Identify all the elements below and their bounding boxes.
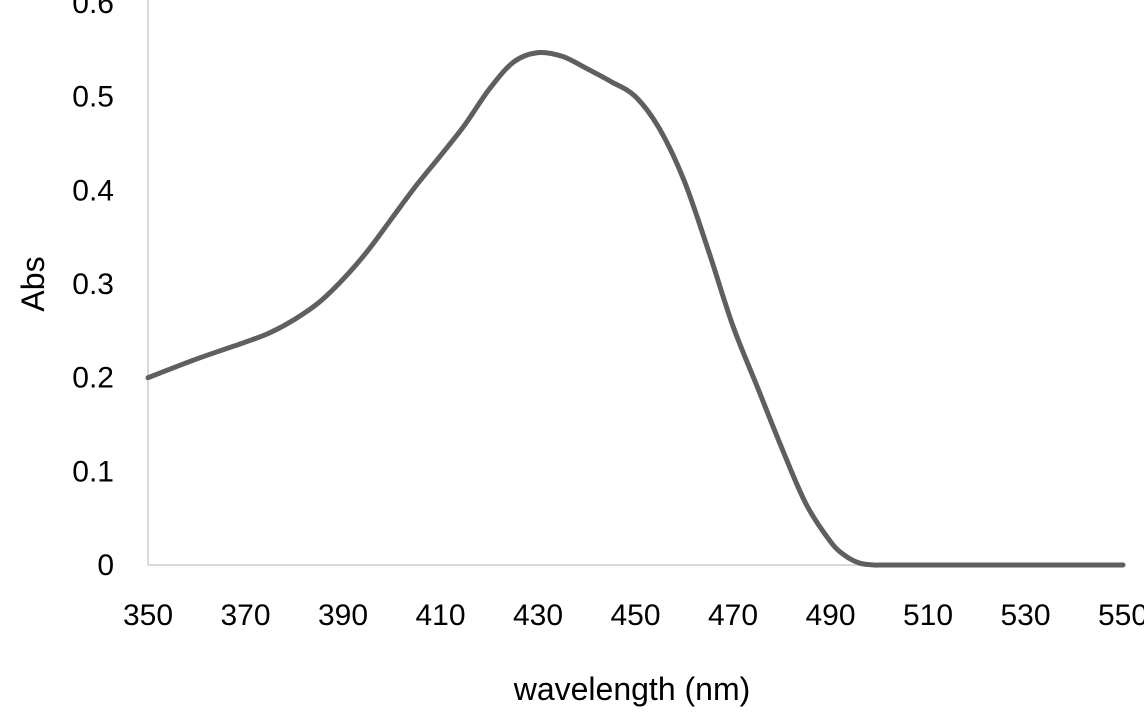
x-tick-label: 430: [513, 599, 563, 632]
x-tick-label: 390: [318, 599, 368, 632]
x-tick-label: 510: [903, 599, 953, 632]
x-tick-label: 470: [708, 599, 758, 632]
x-tick-label: 530: [1000, 599, 1050, 632]
y-tick-label: 0.6: [72, 0, 114, 20]
series-layer: [145, 49, 1126, 568]
x-tick-labels: 350 370 390 410 430 450 470 490 510 530 550: [123, 599, 1144, 632]
x-tick-label: 350: [123, 599, 173, 632]
y-tick-labels: 0 0.1 0.2 0.3 0.4 0.5 0.6: [72, 0, 114, 582]
x-tick-label: 450: [610, 599, 660, 632]
y-tick-label: 0.1: [72, 455, 114, 488]
y-tick-label: 0.4: [72, 174, 114, 207]
y-axis-title: Abs: [15, 256, 51, 311]
y-tick-label: 0: [97, 549, 114, 582]
y-tick-label: 0.5: [72, 81, 114, 114]
x-tick-label: 410: [415, 599, 465, 632]
x-tick-label: 490: [805, 599, 855, 632]
x-tick-label: 370: [220, 599, 270, 632]
axes: [147, 0, 1123, 566]
y-tick-label: 0.3: [72, 268, 114, 301]
absorbance-series-line: [145, 49, 1126, 568]
y-tick-label: 0.2: [72, 362, 114, 395]
x-axis-title: wavelength (nm): [513, 671, 751, 707]
x-tick-label: 550: [1098, 599, 1144, 632]
